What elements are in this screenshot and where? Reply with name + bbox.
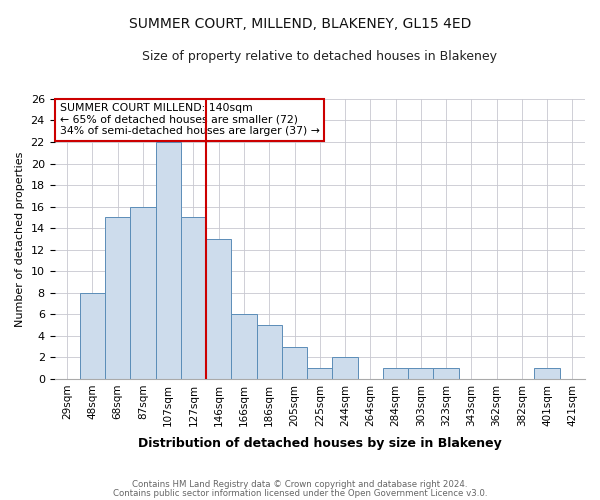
Text: Contains public sector information licensed under the Open Government Licence v3: Contains public sector information licen…	[113, 488, 487, 498]
Bar	[181, 218, 206, 379]
Bar	[155, 142, 181, 379]
Title: Size of property relative to detached houses in Blakeney: Size of property relative to detached ho…	[142, 50, 497, 63]
Y-axis label: Number of detached properties: Number of detached properties	[15, 151, 25, 326]
Bar	[206, 239, 232, 379]
Bar	[332, 358, 358, 379]
Bar	[80, 292, 105, 379]
Bar	[282, 346, 307, 379]
Bar	[433, 368, 458, 379]
Text: Contains HM Land Registry data © Crown copyright and database right 2024.: Contains HM Land Registry data © Crown c…	[132, 480, 468, 489]
Bar	[535, 368, 560, 379]
Bar	[232, 314, 257, 379]
Bar	[408, 368, 433, 379]
Bar	[130, 206, 155, 379]
Bar	[307, 368, 332, 379]
X-axis label: Distribution of detached houses by size in Blakeney: Distribution of detached houses by size …	[138, 437, 502, 450]
Text: SUMMER COURT, MILLEND, BLAKENEY, GL15 4ED: SUMMER COURT, MILLEND, BLAKENEY, GL15 4E…	[129, 18, 471, 32]
Text: SUMMER COURT MILLEND: 140sqm
← 65% of detached houses are smaller (72)
34% of se: SUMMER COURT MILLEND: 140sqm ← 65% of de…	[60, 103, 320, 136]
Bar	[257, 325, 282, 379]
Bar	[383, 368, 408, 379]
Bar	[105, 218, 130, 379]
